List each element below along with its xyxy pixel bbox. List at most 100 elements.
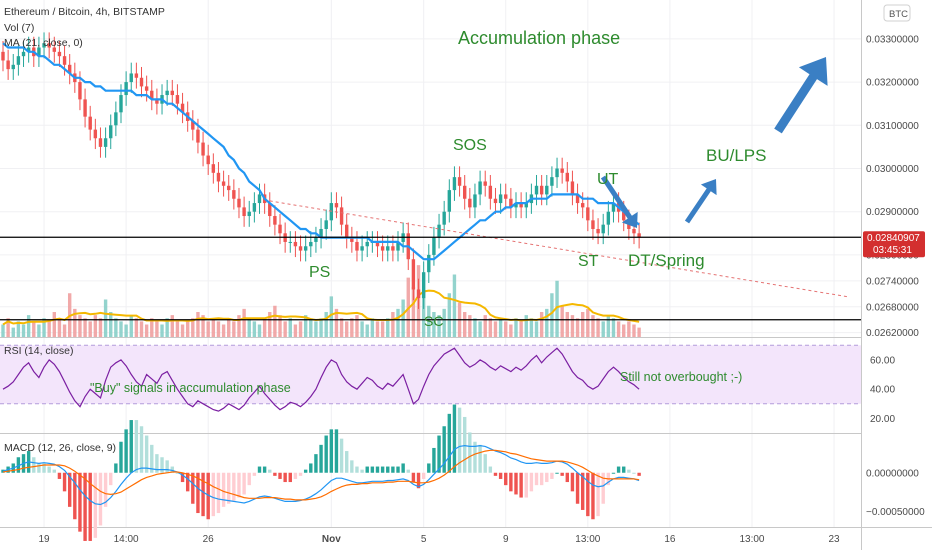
- volume-bar: [170, 315, 174, 337]
- volume-bar: [493, 321, 498, 337]
- candle-body: [139, 77, 144, 87]
- macd-histogram-bar: [98, 472, 103, 526]
- macd-histogram-bar: [627, 469, 631, 473]
- volume-bar: [6, 318, 10, 337]
- macd-histogram-bar: [488, 466, 493, 473]
- macd-histogram-bar: [232, 472, 236, 501]
- macd-histogram-bar: [575, 472, 580, 504]
- candle-body: [478, 181, 482, 195]
- macd-histogram-bar: [339, 438, 344, 473]
- candle-body: [447, 190, 452, 212]
- volume-bar: [196, 312, 200, 337]
- candle-body: [201, 142, 205, 156]
- candle-body: [560, 168, 564, 173]
- volume-bar: [483, 315, 487, 337]
- macd-histogram-bar: [509, 472, 513, 492]
- volume-bar: [545, 308, 549, 337]
- volume-bar: [268, 312, 272, 337]
- volume-bar: [411, 287, 416, 337]
- volume-bar: [345, 321, 349, 337]
- candle-body: [278, 224, 282, 234]
- volume-bar: [360, 321, 364, 337]
- macd-histogram-bar: [303, 469, 308, 473]
- volume-bar: [596, 318, 600, 337]
- rsi-axis-ticks: 20.00 40.00 60.00: [870, 355, 895, 424]
- macd-histogram-bar: [380, 466, 385, 473]
- volume-bar: [52, 312, 56, 337]
- macd-histogram-bar: [196, 472, 200, 514]
- annotation-accumulation-phase: Accumulation phase: [458, 28, 620, 48]
- macd-histogram-bar: [103, 472, 108, 507]
- volume-bar: [534, 321, 539, 337]
- candle-body: [468, 198, 472, 208]
- volume-bar: [191, 318, 195, 337]
- macd-histogram-bar: [288, 472, 292, 483]
- macd-histogram-bar: [375, 466, 380, 473]
- macd-histogram-bar: [447, 413, 452, 473]
- candle-body: [303, 246, 308, 251]
- macd-histogram-bar: [257, 466, 262, 473]
- macd-histogram-bar: [524, 472, 528, 498]
- candle-body: [119, 95, 123, 113]
- annotation-rsi-not-overbought: Still not overbought ;-): [620, 370, 742, 384]
- macd-histogram-bar: [519, 472, 523, 498]
- volume-bar: [391, 312, 395, 337]
- macd-histogram-bar: [47, 466, 51, 473]
- candle-body: [534, 185, 539, 195]
- volume-bar: [498, 318, 503, 337]
- macd-histogram-bar: [560, 472, 564, 476]
- macd-legend: MACD (12, 26, close, 9): [4, 442, 116, 454]
- volume-bar: [637, 327, 641, 337]
- macd-histogram-bar: [78, 472, 82, 532]
- macd-histogram-bar: [134, 420, 139, 473]
- candle-body: [93, 129, 98, 139]
- candle-body: [124, 82, 128, 96]
- macd-histogram-bar: [616, 466, 621, 473]
- candle-body: [539, 185, 544, 195]
- macd-histogram-bar: [62, 472, 67, 492]
- candle-body: [473, 194, 477, 208]
- currency-badge[interactable]: [883, 4, 911, 22]
- candle-body: [498, 194, 503, 204]
- macd-histogram-bar: [114, 463, 118, 473]
- volume-bar: [42, 318, 46, 337]
- volume-bar: [160, 324, 164, 337]
- time-tick-label: 13:00: [575, 534, 600, 545]
- macd-histogram-bar: [324, 435, 328, 473]
- volume-bar: [155, 321, 159, 337]
- arrow-down-to-spring: [600, 175, 638, 228]
- candle-body: [545, 185, 549, 195]
- candle-body: [134, 73, 139, 78]
- volume-bar: [586, 308, 590, 337]
- volume-bar: [206, 321, 210, 337]
- volume-bar: [288, 318, 292, 337]
- candle-body: [62, 56, 67, 65]
- macd-histogram-bar: [457, 407, 462, 473]
- candle-body: [227, 185, 231, 191]
- macd-histogram-bar: [273, 472, 277, 476]
- volume-bar: [114, 318, 118, 337]
- macd-histogram-bar: [293, 472, 298, 479]
- volume-bar: [26, 315, 31, 337]
- macd-histogram-bar: [139, 426, 144, 473]
- volume-bar: [73, 308, 77, 337]
- volume-bar: [247, 318, 251, 337]
- annotation-bu-lps: BU/LPS: [706, 146, 766, 165]
- candle-body: [452, 177, 457, 191]
- candle-body: [293, 241, 298, 247]
- candle-body: [16, 56, 21, 65]
- candle-body: [191, 120, 195, 130]
- macd-histogram-bar: [144, 435, 149, 473]
- candle-body: [21, 51, 26, 57]
- candle-body: [329, 203, 334, 221]
- price-tick-label: 0.02900000: [866, 207, 919, 218]
- candle-body: [350, 237, 354, 242]
- projection-arrows: [600, 57, 828, 228]
- candle-body: [550, 177, 554, 186]
- macd-axis-ticks: 0.00000000 −0.00050000: [866, 468, 925, 518]
- macd-histogram-bar: [83, 472, 87, 541]
- arrow-up-to-bu-lps: [684, 179, 717, 224]
- candle-body: [103, 138, 108, 147]
- macd-histogram-bar: [129, 420, 133, 473]
